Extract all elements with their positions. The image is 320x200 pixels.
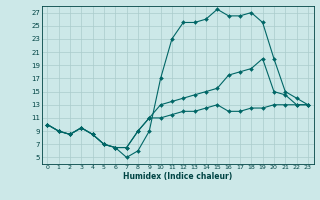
X-axis label: Humidex (Indice chaleur): Humidex (Indice chaleur) bbox=[123, 172, 232, 181]
